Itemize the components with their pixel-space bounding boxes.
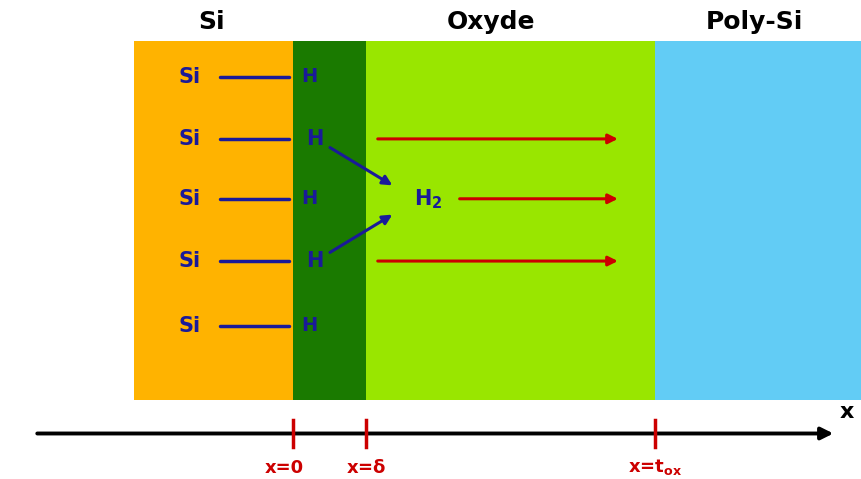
Bar (293, 41, 366, 400)
Bar (133, 41, 293, 400)
Text: H: H (301, 67, 318, 86)
Text: Si: Si (178, 189, 201, 209)
Text: Si: Si (178, 251, 201, 271)
Text: x=t$_{\mathbf{ox}}$: x=t$_{\mathbf{ox}}$ (628, 456, 681, 477)
Text: Oxyde: Oxyde (447, 10, 535, 34)
Text: Si: Si (178, 316, 201, 336)
Text: Poly-Si: Poly-Si (705, 10, 802, 34)
Bar (366, 41, 654, 400)
Text: x=0: x=0 (264, 458, 304, 477)
Text: H: H (306, 251, 323, 271)
Text: x: x (839, 402, 852, 422)
Text: H: H (301, 189, 318, 208)
Text: x=$\mathbf{\delta}$: x=$\mathbf{\delta}$ (346, 458, 386, 477)
Text: Si: Si (178, 67, 201, 87)
Text: Si: Si (178, 129, 201, 149)
Text: H: H (301, 316, 318, 335)
Text: Si: Si (198, 10, 224, 34)
Bar (654, 41, 861, 400)
Text: $\mathbf{H_2}$: $\mathbf{H_2}$ (413, 187, 442, 211)
Text: H: H (306, 129, 323, 149)
